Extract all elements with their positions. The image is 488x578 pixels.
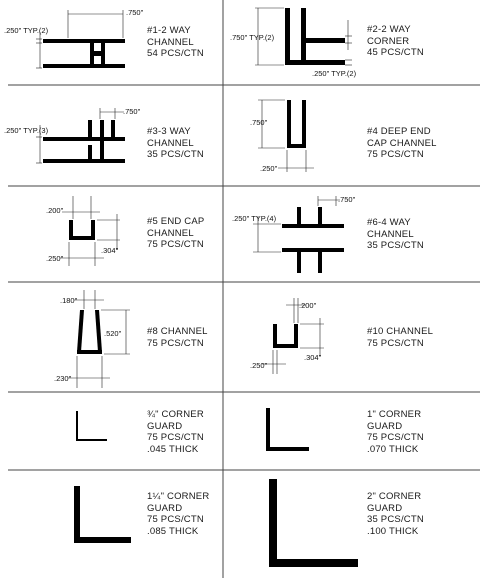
dim-label: .750"	[126, 8, 144, 17]
label-line: CHANNEL	[367, 228, 414, 240]
dim-label: .250" TYP.(2)	[312, 69, 357, 78]
label-line: 54 PCS/CTN	[147, 48, 204, 59]
item-label-2: #2-2 WAY CORNER 45 PCS/CTN	[367, 24, 424, 59]
label-line: 75 PCS/CTN	[147, 337, 204, 349]
label-line: #4 DEEP END	[367, 126, 431, 137]
label-line: #5 END CAP	[147, 216, 205, 227]
label-line: CHANNEL	[147, 137, 194, 149]
profile-corner-guard-1-1-4	[74, 486, 131, 543]
dim-label: .200"	[46, 206, 64, 215]
dim-label: .180"	[60, 296, 78, 305]
profile-2-2way-corner: .750" TYP.(2) .250" TYP.(2)	[230, 7, 357, 78]
dim-label: .200"	[299, 301, 317, 310]
label-line: #6-4 WAY	[367, 217, 411, 228]
label-line: #2-2 WAY	[367, 24, 411, 35]
dim-label: .250" TYP.(4)	[232, 214, 277, 223]
label-line: 75 PCS/CTN	[367, 432, 424, 443]
label-line: 75 PCS/CTN	[147, 239, 204, 250]
label-line: #8 CHANNEL	[147, 326, 208, 337]
item-label-guard-3-4: ¾" CORNER GUARD 75 PCS/CTN .045 THICK	[147, 409, 204, 455]
label-line: 35 PCS/CTN	[367, 514, 424, 525]
dim-label: .750"	[338, 195, 356, 204]
item-label-guard-1-1-4: 1¼" CORNER GUARD 75 PCS/CTN .085 THICK	[147, 491, 209, 537]
item-label-guard-2: 2" CORNER GUARD 35 PCS/CTN .100 THICK	[367, 491, 424, 537]
dim-label: .250" TYP.(2)	[4, 26, 49, 35]
dim-label: .230"	[54, 374, 72, 383]
label-line: CORNER	[367, 35, 410, 47]
label-line: 35 PCS/CTN	[147, 149, 204, 160]
label-line: 45 PCS/CTN	[367, 47, 424, 58]
label-line: CHANNEL	[147, 36, 194, 48]
item-label-guard-1: 1" CORNER GUARD 75 PCS/CTN .070 THICK	[367, 409, 424, 455]
item-label-6: #6-4 WAY CHANNEL 35 PCS/CTN	[367, 217, 424, 252]
label-line: GUARD	[367, 420, 403, 432]
profile-10-channel: .200" .250" .304"	[250, 298, 324, 374]
label-line: 1" CORNER	[367, 409, 422, 420]
profile-corner-guard-1	[266, 408, 309, 451]
item-label-5: #5 END CAP CHANNEL 75 PCS/CTN	[147, 216, 204, 251]
profile-corner-guard-2	[269, 479, 358, 567]
profile-8-channel: .180" .520" .230"	[54, 290, 130, 388]
label-line: .045 THICK	[147, 443, 199, 455]
dim-label: .250"	[250, 361, 268, 370]
label-line: CHANNEL	[147, 227, 194, 239]
profile-corner-guard-3-4	[76, 411, 107, 441]
dim-label: .304"	[101, 246, 119, 255]
label-line: 2" CORNER	[367, 491, 422, 502]
label-line: 75 PCS/CTN	[367, 337, 424, 349]
profile-1-2way-channel: .750" .250" TYP.(2)	[4, 8, 144, 69]
label-line: 35 PCS/CTN	[367, 240, 424, 251]
label-line: .070 THICK	[367, 443, 419, 455]
label-line: 75 PCS/CTN	[147, 514, 204, 525]
dim-label: .750"	[123, 107, 141, 116]
item-label-3: #3-3 WAY CHANNEL 35 PCS/CTN	[147, 126, 204, 161]
label-line: GUARD	[147, 420, 183, 432]
profile-3-3way-channel: .750" .250" TYP.(3)	[4, 107, 141, 164]
label-line: GUARD	[147, 502, 183, 514]
dim-label: .304"	[304, 353, 322, 362]
label-line: 75 PCS/CTN	[367, 149, 424, 160]
item-label-10: #10 CHANNEL 75 PCS/CTN	[367, 326, 433, 349]
label-line: CAP CHANNEL	[367, 137, 437, 149]
label-line: 1¼" CORNER	[147, 491, 210, 502]
dim-label: .250"	[46, 254, 64, 263]
profile-5-end-cap: .200" .250" .304"	[46, 196, 120, 266]
label-line: #1-2 WAY	[147, 25, 191, 36]
label-line: .100 THICK	[367, 525, 419, 537]
dim-label: .750"	[250, 118, 268, 127]
dim-label: .520"	[104, 329, 122, 338]
label-line: #10 CHANNEL	[367, 326, 434, 337]
item-label-4: #4 DEEP END CAP CHANNEL 75 PCS/CTN	[367, 126, 437, 161]
label-line: ¾" CORNER	[147, 409, 204, 420]
label-line: 75 PCS/CTN	[147, 432, 204, 443]
item-label-1: #1-2 WAY CHANNEL 54 PCS/CTN	[147, 25, 204, 60]
dim-label: .250" TYP.(3)	[4, 126, 49, 135]
profile-4-deep-end-cap: .750" .250"	[250, 99, 314, 173]
label-line: .085 THICK	[147, 525, 199, 537]
label-line: #3-3 WAY	[147, 126, 191, 137]
dim-label: .750" TYP.(2)	[230, 33, 275, 42]
label-line: GUARD	[367, 502, 403, 514]
item-label-8: #8 CHANNEL 75 PCS/CTN	[147, 326, 208, 349]
profile-6-4way-channel: .750" .250" TYP.(4)	[232, 195, 356, 273]
dim-label: .250"	[260, 164, 278, 173]
